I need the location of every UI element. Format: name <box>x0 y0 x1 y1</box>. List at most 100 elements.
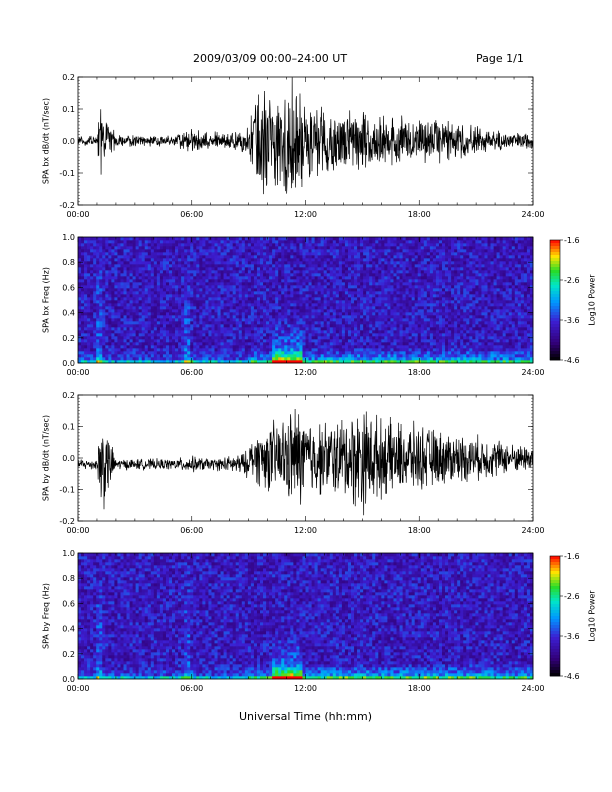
spectrogram-cell <box>175 261 179 265</box>
spectrogram-cell <box>281 261 285 265</box>
spectrogram-cell <box>87 276 91 280</box>
spectrogram-cell <box>423 327 428 331</box>
spectrogram-cell <box>220 243 224 247</box>
spectrogram-cell <box>299 306 303 310</box>
spectrogram-cell <box>253 348 258 352</box>
spectrogram-cell <box>193 309 197 313</box>
spectrogram-cell <box>320 243 325 247</box>
spectrogram-cell <box>108 294 112 298</box>
spectrogram-cell <box>290 306 294 310</box>
spectrogram-cell <box>78 324 82 328</box>
spectrogram-cell <box>141 345 146 349</box>
spectrogram-cell <box>293 348 297 352</box>
spectrogram-cell <box>363 327 367 331</box>
spectrogram-cell <box>196 321 200 325</box>
spectrogram-cell <box>335 285 340 289</box>
spectrogram-cell <box>178 318 182 322</box>
spectrogram-cell <box>153 276 158 280</box>
spectrogram-cell <box>269 237 273 241</box>
spectrogram-cell <box>347 342 352 346</box>
spectrogram-cell <box>250 243 255 247</box>
spectrogram-cell <box>278 258 282 262</box>
spectrogram-cell <box>332 342 337 346</box>
spectrogram-cell <box>247 342 252 346</box>
spectrogram-cell <box>169 285 173 289</box>
spectrogram-cell <box>372 237 376 241</box>
spectrogram-cell <box>232 255 237 259</box>
spectrogram-cell <box>223 318 227 322</box>
spectrogram-cell <box>347 267 352 271</box>
spectrogram-cell <box>138 288 143 292</box>
spectrogram-cell <box>396 297 400 301</box>
spectrogram-cell <box>341 255 346 259</box>
spectrogram-cell <box>381 255 385 259</box>
spectrogram-cell <box>247 351 252 355</box>
spectrogram-cell <box>135 312 140 316</box>
spectrogram-cell <box>150 285 155 289</box>
spectrogram-cell <box>120 336 124 340</box>
spectrogram-cell <box>114 306 118 310</box>
spectrogram-cell <box>172 288 176 292</box>
spectrogram-cell <box>217 270 221 274</box>
spectrogram-cell <box>81 258 85 262</box>
spectrogram-cell <box>269 294 273 298</box>
spectrogram-cell <box>93 306 97 310</box>
spectrogram-cell <box>193 273 197 277</box>
spectrogram-cell <box>78 354 82 358</box>
spectrogram-cell <box>378 243 382 247</box>
spectrogram-cell <box>299 342 303 346</box>
spectrogram-cell <box>187 351 191 355</box>
spectrogram-cell <box>372 324 376 328</box>
spectrogram-cell <box>390 312 394 316</box>
spectrogram-cell <box>199 357 203 361</box>
spectrogram-cell <box>281 249 285 253</box>
spectrogram-cell <box>244 306 249 310</box>
spectrogram-cell <box>369 300 373 304</box>
spectrogram-cell <box>399 270 403 274</box>
spectrogram-cell <box>196 240 200 244</box>
spectrogram-cell <box>290 324 294 328</box>
spectrogram-cell <box>293 261 297 265</box>
spectrogram-cell <box>396 279 400 283</box>
spectrogram-cell <box>366 306 370 310</box>
spectrogram-cell <box>299 246 303 250</box>
spectrogram-cell <box>181 297 185 301</box>
spectrogram-cell <box>290 288 294 292</box>
spectrogram-cell <box>90 258 94 262</box>
spectrogram-cell <box>229 276 234 280</box>
spectrogram-cell <box>354 321 358 325</box>
spectrogram-cell <box>305 255 309 259</box>
spectrogram-cell <box>117 249 121 253</box>
spectrogram-cell <box>366 294 370 298</box>
spectrogram-cell <box>323 357 328 361</box>
spectrogram-cell <box>323 318 328 322</box>
spectrogram-cell <box>396 255 400 259</box>
spectrogram-cell <box>211 267 215 271</box>
spectrogram-cell <box>150 282 155 286</box>
spectrogram-cell <box>87 306 91 310</box>
spectrogram-cell <box>360 321 364 325</box>
spectrogram-cell <box>396 246 400 250</box>
spectrogram-cell <box>302 357 306 361</box>
spectrogram-cell <box>87 330 91 334</box>
spectrogram-cell <box>102 246 106 250</box>
spectrogram-cell <box>96 288 100 292</box>
spectrogram-cell <box>217 279 221 283</box>
spectrogram-cell <box>256 312 261 316</box>
spectrogram-cell <box>269 255 273 259</box>
spectrogram-cell <box>320 279 325 283</box>
spectrogram-cell <box>208 237 212 241</box>
spectrogram-cell <box>187 312 191 316</box>
spectrogram-cell <box>278 333 282 337</box>
spectrogram-cell <box>357 240 361 244</box>
spectrogram-cell <box>238 312 243 316</box>
spectrogram-cell <box>393 297 397 301</box>
spectrogram-cell <box>153 267 158 271</box>
spectrogram-cell <box>411 261 416 265</box>
spectrogram-cell <box>326 285 331 289</box>
spectrogram-cell <box>102 264 106 268</box>
spectrogram-cell <box>329 324 334 328</box>
spectrogram-cell <box>196 339 200 343</box>
spectrogram-cell <box>175 285 179 289</box>
spectrogram-cell <box>284 324 288 328</box>
